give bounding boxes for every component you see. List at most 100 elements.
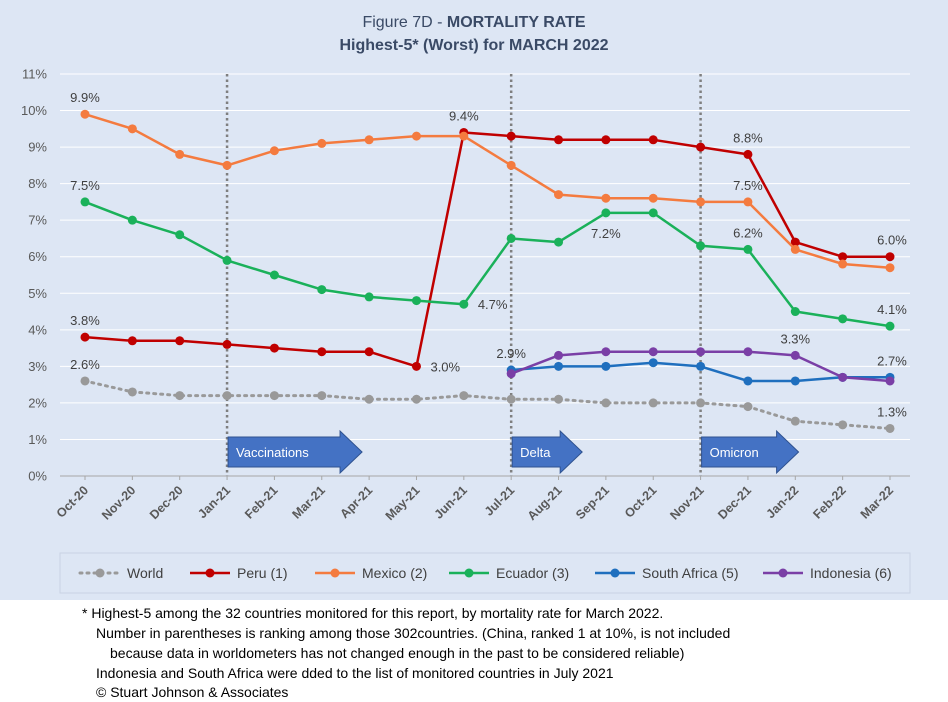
data-point [885,263,895,273]
data-point [743,197,753,207]
series-line [83,379,892,430]
data-point [364,135,374,145]
data-point [743,149,753,159]
footnote-2: Number in parentheses is ranking among t… [96,625,731,641]
x-tick-label: Jun-21 [432,483,470,521]
data-label: 3.8% [70,313,100,328]
data-point [838,252,848,262]
data-label: 8.8% [733,130,763,145]
chart-area: Figure 7D - MORTALITY RATE Highest-5* (W… [0,0,948,600]
data-point [554,361,564,371]
event-arrow-label: Vaccinations [236,445,309,460]
data-point [885,376,895,386]
data-point [885,423,895,433]
x-tick-label: Nov-21 [667,483,706,522]
y-tick-label: 2% [28,395,47,410]
data-point [411,131,421,141]
series-line [84,200,891,328]
data-point [506,131,516,141]
data-point [459,131,469,141]
event-arrow [227,429,363,475]
data-point [554,350,564,360]
legend-swatch-marker [330,568,340,578]
legend-label: Mexico (2) [362,565,427,581]
chart-title-prefix: Figure 7D - [362,14,446,31]
data-point [838,420,848,430]
data-point [364,347,374,357]
data-label: 1.3% [877,404,907,419]
x-tick-label: Jul-21 [482,483,517,518]
data-point [743,347,753,357]
x-tick-label: Oct-21 [622,483,659,520]
data-point [790,237,800,247]
data-point [175,149,185,159]
data-point [411,394,421,404]
x-tick-label: Dec-20 [147,483,186,522]
data-point [554,190,564,200]
data-point [269,391,279,401]
x-tick-label: Oct-20 [54,483,91,520]
data-point [80,332,90,342]
legend-label: Indonesia (6) [810,565,892,581]
data-point [506,369,516,379]
mortality-line-chart: Figure 7D - MORTALITY RATE Highest-5* (W… [21,14,911,594]
data-point [696,142,706,152]
data-point [601,361,611,371]
data-label: 7.5% [733,178,763,193]
data-point [506,233,516,243]
series-ecuador [80,197,895,331]
data-point [364,394,374,404]
data-label: 9.9% [70,90,100,105]
data-point [80,197,90,207]
x-tick-label: May-21 [383,483,423,523]
data-point [790,416,800,426]
series-line [84,113,891,269]
data-point [885,321,895,331]
data-point [222,255,232,265]
x-axis: Oct-20 Nov-20 Dec-20 Jan-21 Feb-21 Mar-21 Apr-… [54,476,896,523]
data-point [790,307,800,317]
footnote-4: Indonesia and South Africa were dded to … [96,665,614,681]
data-point [222,160,232,170]
data-point [648,347,658,357]
data-point [601,398,611,408]
legend-label: Ecuador (3) [496,565,569,581]
data-point [648,135,658,145]
data-point [506,394,516,404]
data-point [648,193,658,203]
x-tick-label: Feb-22 [810,483,848,521]
x-tick-label: Feb-21 [242,483,280,521]
series-lines [80,109,895,433]
chart-subtitle: Highest-5* (Worst) for MARCH 2022 [339,37,608,54]
legend-swatch-marker [95,568,105,578]
legend-swatch-marker [610,568,620,578]
data-point [696,197,706,207]
data-point [80,376,90,386]
data-point [269,146,279,156]
chart-title-bold: MORTALITY RATE [447,14,586,31]
data-point [80,109,90,119]
legend-label: World [127,565,163,581]
footnote-3: because data in worldometers has not cha… [110,645,685,661]
data-point [696,398,706,408]
event-arrow-label: Omicron [710,445,759,460]
data-point [648,358,658,368]
data-point [175,391,185,401]
legend-swatch-marker [205,568,215,578]
data-point [601,347,611,357]
y-tick-label: 0% [28,469,47,484]
data-point [743,376,753,386]
y-tick-label: 10% [21,103,47,118]
data-point [127,387,137,397]
data-point [317,347,327,357]
data-point [127,215,137,225]
data-point [648,208,658,218]
data-point [885,252,895,262]
data-point [790,244,800,254]
data-point [459,299,469,309]
data-point [743,244,753,254]
data-label: 7.2% [591,226,621,241]
y-tick-label: 6% [28,249,47,264]
event-arrow-label: Delta [520,445,551,460]
data-point [269,343,279,353]
